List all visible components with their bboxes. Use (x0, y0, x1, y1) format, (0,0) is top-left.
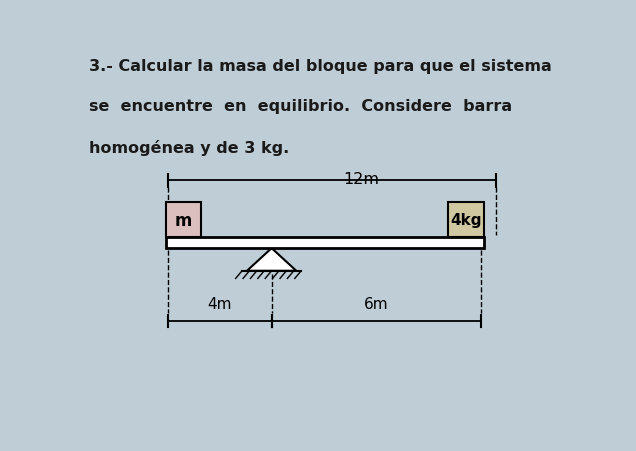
Text: 4m: 4m (208, 297, 232, 312)
Text: 6m: 6m (364, 297, 389, 312)
Text: se  encuentre  en  equilibrio.  Considere  barra: se encuentre en equilibrio. Considere ba… (89, 99, 513, 114)
Bar (448, 203, 483, 238)
Polygon shape (247, 249, 296, 271)
Text: homogénea y de 3 kg.: homogénea y de 3 kg. (89, 139, 289, 155)
Text: 4kg: 4kg (450, 212, 481, 228)
Text: m: m (175, 211, 192, 229)
Bar (166, 238, 484, 249)
Text: 3.- Calcular la masa del bloque para que el sistema: 3.- Calcular la masa del bloque para que… (89, 60, 552, 74)
Text: 12m: 12m (343, 172, 380, 187)
Bar (166, 203, 201, 238)
